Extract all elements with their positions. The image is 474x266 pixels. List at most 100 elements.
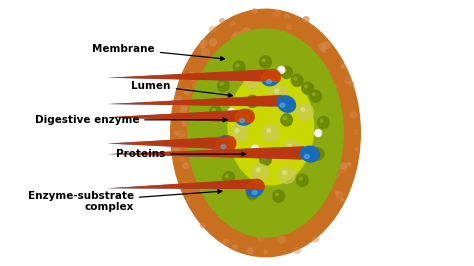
Ellipse shape: [248, 76, 252, 80]
Ellipse shape: [281, 114, 292, 126]
Ellipse shape: [190, 74, 197, 80]
Ellipse shape: [226, 174, 228, 177]
Ellipse shape: [184, 89, 191, 95]
Ellipse shape: [188, 124, 193, 130]
Ellipse shape: [315, 151, 318, 154]
Ellipse shape: [287, 25, 292, 29]
Ellipse shape: [238, 32, 244, 37]
Ellipse shape: [246, 95, 258, 107]
Ellipse shape: [301, 107, 305, 111]
Ellipse shape: [212, 109, 215, 112]
Ellipse shape: [209, 65, 213, 68]
Ellipse shape: [247, 248, 253, 253]
Ellipse shape: [335, 191, 339, 194]
Ellipse shape: [336, 192, 342, 198]
Ellipse shape: [175, 149, 180, 153]
Polygon shape: [108, 136, 237, 150]
Ellipse shape: [355, 148, 358, 151]
Ellipse shape: [271, 34, 274, 37]
Ellipse shape: [228, 70, 313, 185]
Ellipse shape: [319, 43, 326, 50]
Ellipse shape: [312, 236, 319, 242]
Ellipse shape: [345, 78, 351, 84]
Ellipse shape: [187, 198, 190, 201]
Ellipse shape: [283, 69, 286, 72]
Ellipse shape: [193, 82, 201, 89]
Ellipse shape: [273, 190, 284, 202]
Ellipse shape: [266, 80, 272, 84]
Ellipse shape: [189, 72, 195, 77]
Ellipse shape: [302, 82, 313, 94]
Ellipse shape: [235, 128, 239, 132]
Ellipse shape: [274, 89, 278, 93]
Ellipse shape: [176, 114, 181, 119]
Ellipse shape: [201, 188, 208, 194]
Ellipse shape: [243, 28, 250, 35]
Polygon shape: [108, 179, 265, 189]
Ellipse shape: [236, 64, 239, 67]
Ellipse shape: [221, 216, 225, 219]
Ellipse shape: [177, 96, 182, 100]
Ellipse shape: [260, 56, 271, 68]
Ellipse shape: [341, 64, 346, 68]
Ellipse shape: [346, 163, 350, 166]
Text: Digestive enzyme: Digestive enzyme: [35, 115, 227, 125]
Ellipse shape: [283, 117, 286, 119]
Ellipse shape: [174, 131, 178, 135]
Ellipse shape: [220, 19, 224, 23]
Ellipse shape: [182, 121, 187, 126]
Ellipse shape: [188, 29, 343, 237]
Polygon shape: [108, 179, 264, 197]
Ellipse shape: [350, 112, 356, 118]
Ellipse shape: [210, 27, 216, 32]
Ellipse shape: [302, 211, 310, 218]
Ellipse shape: [244, 72, 261, 89]
Ellipse shape: [212, 143, 224, 155]
Ellipse shape: [210, 39, 217, 46]
Polygon shape: [108, 109, 255, 123]
Ellipse shape: [332, 98, 340, 105]
Ellipse shape: [182, 163, 189, 169]
Ellipse shape: [294, 77, 297, 80]
Ellipse shape: [280, 103, 285, 107]
Ellipse shape: [284, 14, 289, 18]
Ellipse shape: [252, 9, 257, 13]
Ellipse shape: [310, 90, 321, 102]
Polygon shape: [108, 146, 320, 163]
Ellipse shape: [292, 74, 303, 86]
Ellipse shape: [220, 82, 223, 85]
Polygon shape: [108, 135, 233, 152]
Ellipse shape: [233, 245, 237, 248]
Ellipse shape: [275, 193, 278, 196]
Ellipse shape: [288, 144, 292, 148]
Ellipse shape: [354, 130, 358, 134]
Ellipse shape: [278, 167, 295, 184]
Ellipse shape: [233, 61, 245, 73]
Ellipse shape: [201, 44, 205, 48]
Ellipse shape: [186, 100, 193, 106]
Ellipse shape: [201, 40, 207, 45]
Polygon shape: [108, 95, 296, 113]
Ellipse shape: [226, 214, 233, 221]
Ellipse shape: [183, 182, 188, 186]
Ellipse shape: [180, 77, 183, 80]
Ellipse shape: [262, 59, 265, 62]
Polygon shape: [108, 69, 281, 82]
Ellipse shape: [231, 35, 238, 41]
Ellipse shape: [260, 153, 271, 165]
Ellipse shape: [231, 22, 235, 25]
Ellipse shape: [339, 166, 346, 173]
Ellipse shape: [231, 223, 237, 228]
Ellipse shape: [252, 164, 269, 181]
Text: Lumen: Lumen: [131, 81, 232, 97]
Ellipse shape: [333, 85, 336, 88]
Ellipse shape: [271, 230, 278, 236]
Ellipse shape: [303, 17, 309, 22]
Polygon shape: [108, 109, 252, 126]
Ellipse shape: [306, 211, 312, 216]
Ellipse shape: [200, 223, 205, 227]
Ellipse shape: [252, 146, 258, 152]
Ellipse shape: [210, 106, 221, 118]
Ellipse shape: [340, 163, 347, 169]
Ellipse shape: [258, 235, 264, 240]
